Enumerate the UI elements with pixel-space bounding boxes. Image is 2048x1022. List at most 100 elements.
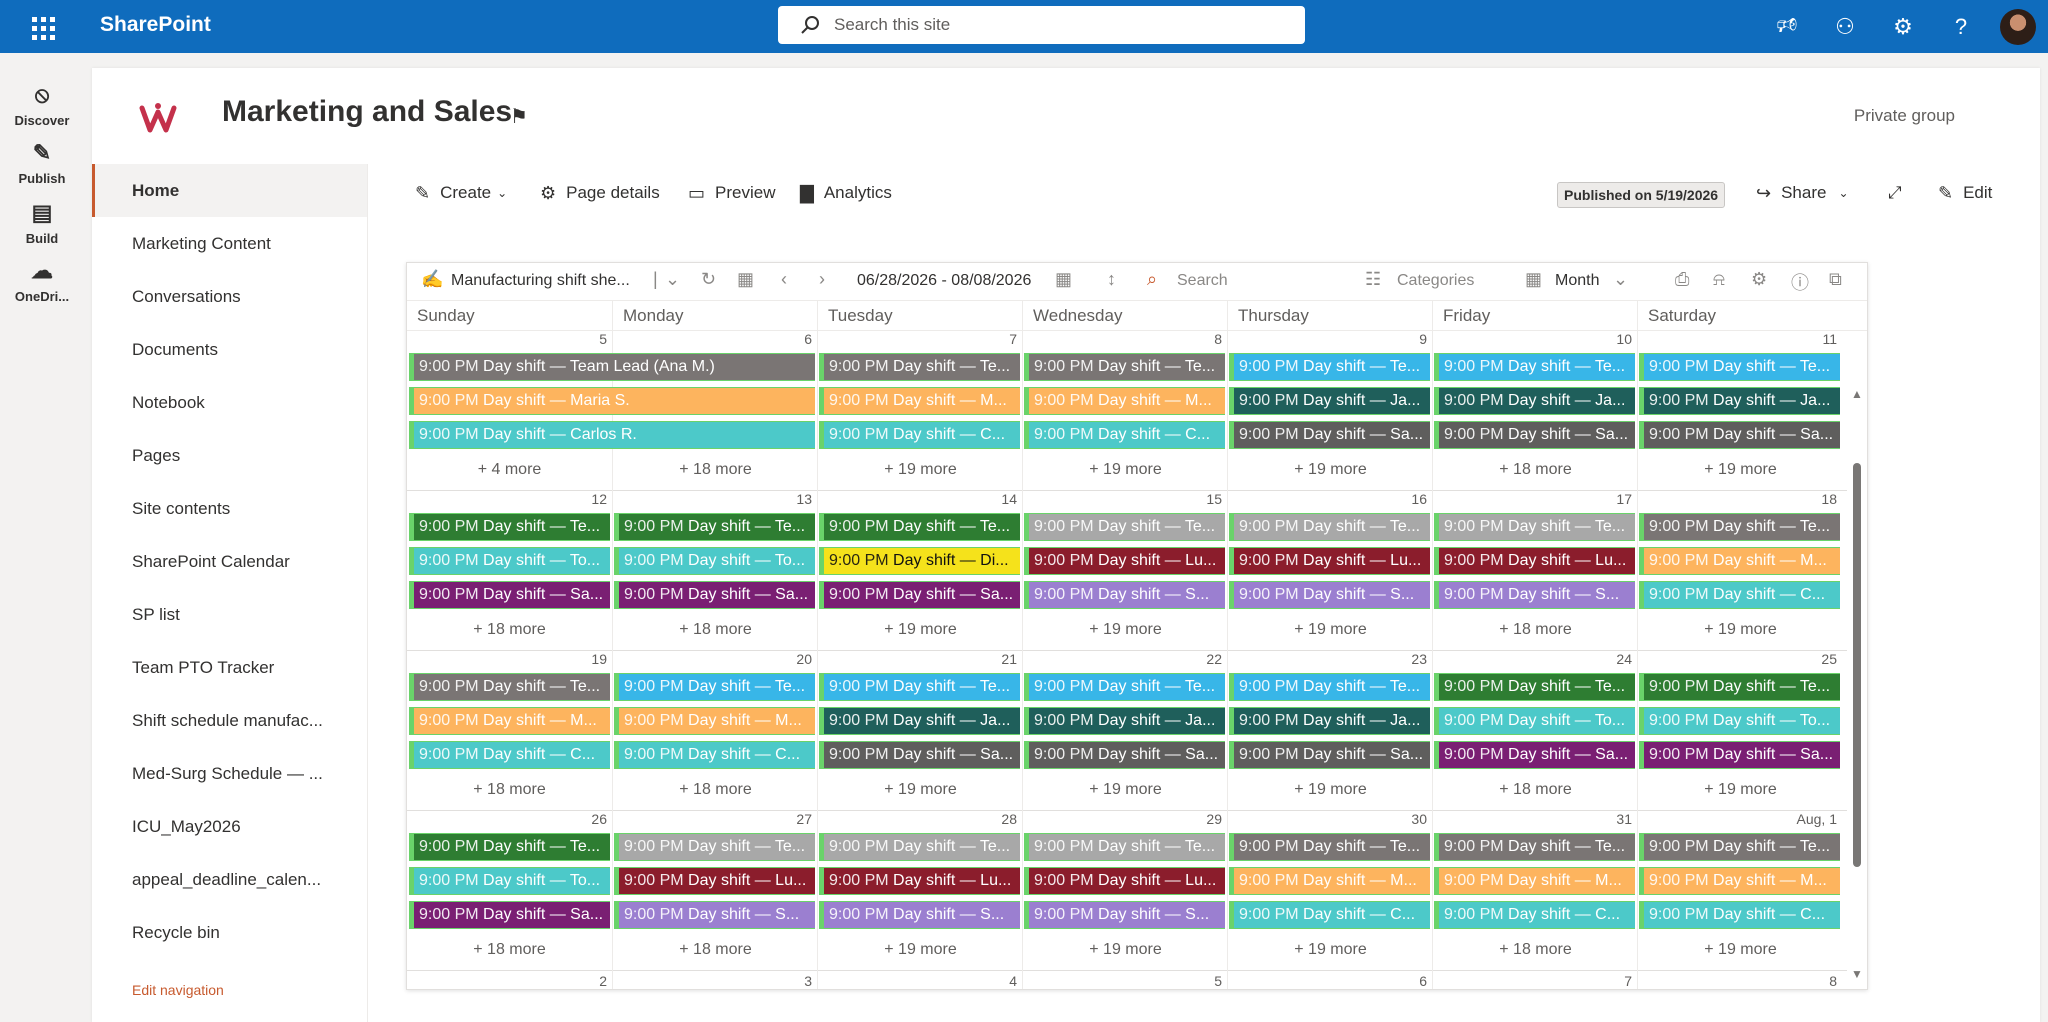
day-number[interactable]: 10 [1616,331,1632,347]
calendar-event[interactable]: 9:00 PM Day shift — To... [1639,707,1840,735]
more-events-link[interactable]: + 18 more [473,621,546,638]
calendar-day-cell[interactable]: 25 + 19 more [1637,651,1842,811]
nav-item-team-pto-tracker[interactable]: Team PTO Tracker [132,657,275,677]
more-events-link[interactable]: + 18 more [679,781,752,798]
day-number[interactable]: 7 [1624,973,1632,989]
day-number[interactable]: 2 [599,973,607,989]
calendar-event[interactable]: 9:00 PM Day shift — Ja... [1639,387,1840,415]
calendar-event[interactable]: 9:00 PM Day shift — M... [819,387,1020,415]
calendar-day-cell[interactable]: 8 + 19 more [1022,331,1227,491]
calendar-event[interactable]: 9:00 PM Day shift — Te... [1639,673,1840,701]
calendar-event[interactable]: 9:00 PM Day shift — Team Lead (Ana M.) [409,353,815,381]
nav-item-site-contents[interactable]: Site contents [132,498,231,518]
calendar-event[interactable]: 9:00 PM Day shift — Te... [409,673,610,701]
calendar-event[interactable]: 9:00 PM Day shift — Te... [819,513,1020,541]
calendar-event[interactable]: 9:00 PM Day shift — Lu... [1229,547,1430,575]
day-number[interactable]: 21 [1001,651,1017,667]
help-icon[interactable]: ? [1954,13,1968,39]
day-number[interactable]: 14 [1001,491,1017,507]
view-selector[interactable]: Month [1555,272,1600,289]
calendar-event[interactable]: 9:00 PM Day shift — C... [1639,901,1840,929]
calendar-event[interactable]: 9:00 PM Day shift — C... [1434,901,1635,929]
calendar-event[interactable]: 9:00 PM Day shift — S... [1434,581,1635,609]
chevron-down-icon[interactable]: ⌄ [1613,269,1629,289]
calendar-day-cell[interactable]: 24 + 18 more [1432,651,1637,811]
calendar-day-cell[interactable]: 22 + 19 more [1022,651,1227,811]
more-events-link[interactable]: + 19 more [1704,621,1777,638]
calendar-scrollbar[interactable] [1853,463,1861,867]
day-number[interactable]: 5 [1214,973,1222,989]
calendar-day-cell[interactable]: 30 + 19 more [1227,811,1432,971]
calendar-event[interactable]: 9:00 PM Day shift — Sa... [1024,741,1225,769]
calendar-event[interactable]: 9:00 PM Day shift — Te... [1024,513,1225,541]
calendar-event[interactable]: 9:00 PM Day shift — Te... [614,513,815,541]
calendar-search-input[interactable]: Search [1177,272,1228,289]
day-number[interactable]: 23 [1411,651,1427,667]
day-number[interactable]: 31 [1616,811,1632,827]
calendar-event[interactable]: 9:00 PM Day shift — M... [1229,867,1430,895]
calendar-event[interactable]: 9:00 PM Day shift — Te... [1434,673,1635,701]
share-button[interactable]: ↪ Share ⌄ [1756,172,1849,214]
day-number[interactable]: 27 [796,811,812,827]
calendar-day-cell[interactable]: 3 [612,971,817,989]
calendar-day-cell[interactable]: 19 + 18 more [407,651,612,811]
open-external-icon[interactable]: ⧉ [1829,269,1842,289]
nav-item-recycle-bin[interactable]: Recycle bin [132,922,220,942]
calendar-day-cell[interactable]: 27 + 18 more [612,811,817,971]
calendar-event[interactable]: 9:00 PM Day shift — Te... [1434,513,1635,541]
calendar-event[interactable]: 9:00 PM Day shift — Carlos R. [409,421,815,449]
calendar-event[interactable]: 9:00 PM Day shift — Sa... [1434,741,1635,769]
expand-icon[interactable]: ⤢ [1888,183,1902,202]
search-icon[interactable]: ⌕ [1147,269,1158,289]
scroll-down-icon[interactable]: ▼ [1851,967,1863,981]
calendar-event[interactable]: 9:00 PM Day shift — Te... [1024,353,1225,381]
gear-icon[interactable]: ⚙ [1751,269,1768,289]
chevron-down-icon[interactable]: ⌄ [665,269,681,289]
day-number[interactable]: 5 [599,331,607,347]
refresh-icon[interactable]: ↻ [701,269,717,289]
calendar-event[interactable]: 9:00 PM Day shift — Te... [819,833,1020,861]
more-events-link[interactable]: + 18 more [679,621,752,638]
today-icon[interactable]: ▦ [737,269,755,289]
calendar-event[interactable]: 9:00 PM Day shift — C... [1639,581,1840,609]
calendar-event[interactable]: 9:00 PM Day shift — C... [819,421,1020,449]
calendar-day-cell[interactable]: 11 + 19 more [1637,331,1842,491]
calendar-event[interactable]: 9:00 PM Day shift — M... [1639,867,1840,895]
calendar-day-cell[interactable]: 31 + 18 more [1432,811,1637,971]
day-number[interactable]: 8 [1214,331,1222,347]
calendar-event[interactable]: 9:00 PM Day shift — Te... [409,513,610,541]
day-number[interactable]: 19 [591,651,607,667]
nav-item-med-surg-schedule[interactable]: Med-Surg Schedule — ... [132,763,323,783]
calendar-event[interactable]: 9:00 PM Day shift — Ja... [1434,387,1635,415]
calendar-event[interactable]: 9:00 PM Day shift — S... [819,901,1020,929]
help-icon[interactable]: ⓘ [1791,273,1809,293]
preview-button[interactable]: ▭ Preview [688,172,775,214]
calendar-event[interactable]: 9:00 PM Day shift — Te... [1434,353,1635,381]
calendar-day-cell[interactable]: 18 + 19 more [1637,491,1842,651]
calendar-event[interactable]: 9:00 PM Day shift — Ja... [1229,387,1430,415]
date-range[interactable]: 06/28/2026 - 08/08/2026 [857,272,1032,289]
calendar-event[interactable]: 9:00 PM Day shift — Te... [1024,673,1225,701]
calendar-event[interactable]: 9:00 PM Day shift — S... [614,901,815,929]
calendar-day-cell[interactable]: 8 [1637,971,1842,989]
appbar-publish[interactable]: ✎ Publish [0,139,84,186]
calendar-day-cell[interactable]: 2 [407,971,612,989]
day-number[interactable]: 6 [804,331,812,347]
day-number[interactable]: 29 [1206,811,1222,827]
calendar-event[interactable]: 9:00 PM Day shift — C... [409,741,610,769]
calendar-event[interactable]: 9:00 PM Day shift — M... [614,707,815,735]
day-number[interactable]: 24 [1616,651,1632,667]
group-icon[interactable]: ⚑ [510,106,528,128]
calendar-event[interactable]: 9:00 PM Day shift — Te... [1229,353,1430,381]
calendar-event[interactable]: 9:00 PM Day shift — Te... [1639,833,1840,861]
calendar-event[interactable]: 9:00 PM Day shift — To... [409,547,610,575]
calendar-event[interactable]: 9:00 PM Day shift — Ja... [819,707,1020,735]
edit-navigation-link[interactable]: Edit navigation [132,982,224,998]
calendar-event[interactable]: 9:00 PM Day shift — S... [1024,901,1225,929]
calendar-event[interactable]: 9:00 PM Day shift — Lu... [1434,547,1635,575]
nav-item-sp-list[interactable]: SP list [132,604,180,624]
day-number[interactable]: 22 [1206,651,1222,667]
more-events-link[interactable]: + 18 more [1499,781,1572,798]
calendar-event[interactable]: 9:00 PM Day shift — S... [1229,581,1430,609]
day-number[interactable]: 3 [804,973,812,989]
